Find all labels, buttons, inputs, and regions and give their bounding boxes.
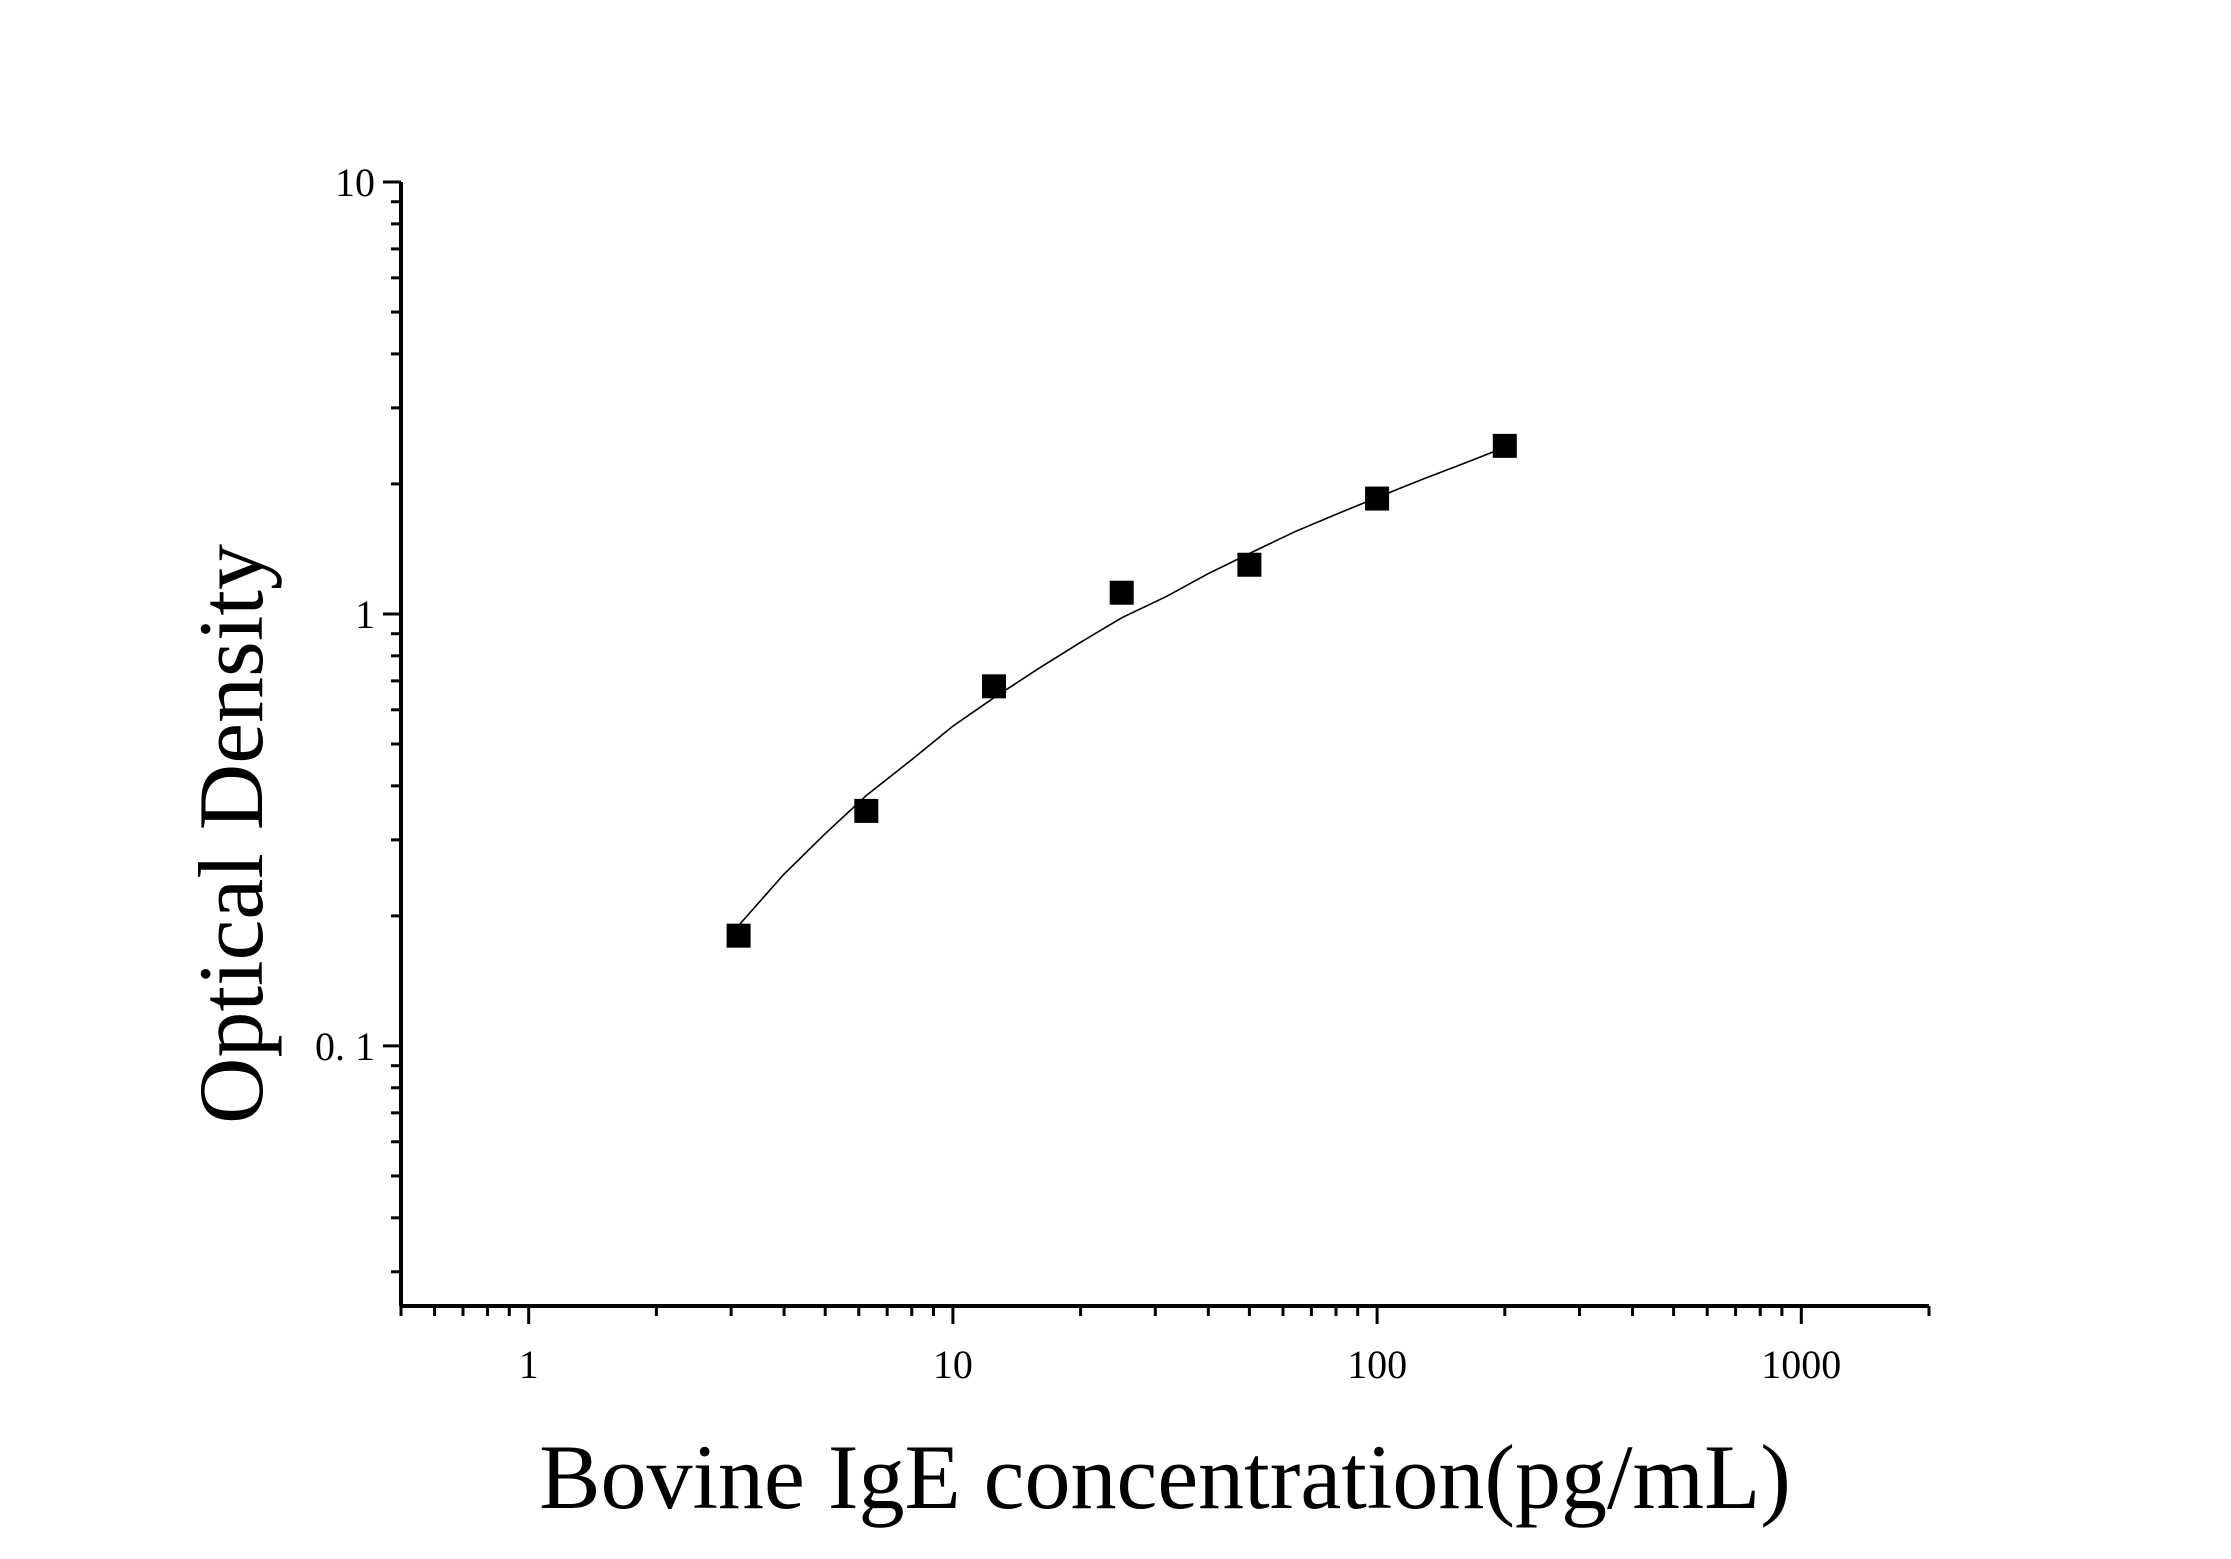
x-tick-label: 10 [933,1342,973,1387]
fit-curve-line [738,446,1506,927]
y-tick-label: 10 [335,160,375,205]
y-tick-label: 0. 1 [315,1024,375,1069]
x-axis-title: Bovine IgE concentration(pg/mL) [539,1426,1791,1528]
data-points [726,433,1517,948]
data-point [726,923,751,948]
data-point [1365,486,1390,511]
x-axis-ticks: 1 10 100 1000 [399,1306,1931,1387]
y-tick-label: 1 [355,592,375,637]
x-tick-label: 1 [519,1342,539,1387]
data-point [854,798,879,823]
data-point [1237,552,1262,577]
data-point [982,674,1007,699]
x-tick-label: 1000 [1761,1342,1841,1387]
data-point [1492,433,1517,458]
y-axis-ticks: 0. 1 1 10 [315,160,401,1274]
data-point [1109,580,1134,605]
axes [399,182,1929,1308]
x-tick-label: 100 [1347,1342,1407,1387]
y-axis-title: Optical Density [180,544,282,1124]
